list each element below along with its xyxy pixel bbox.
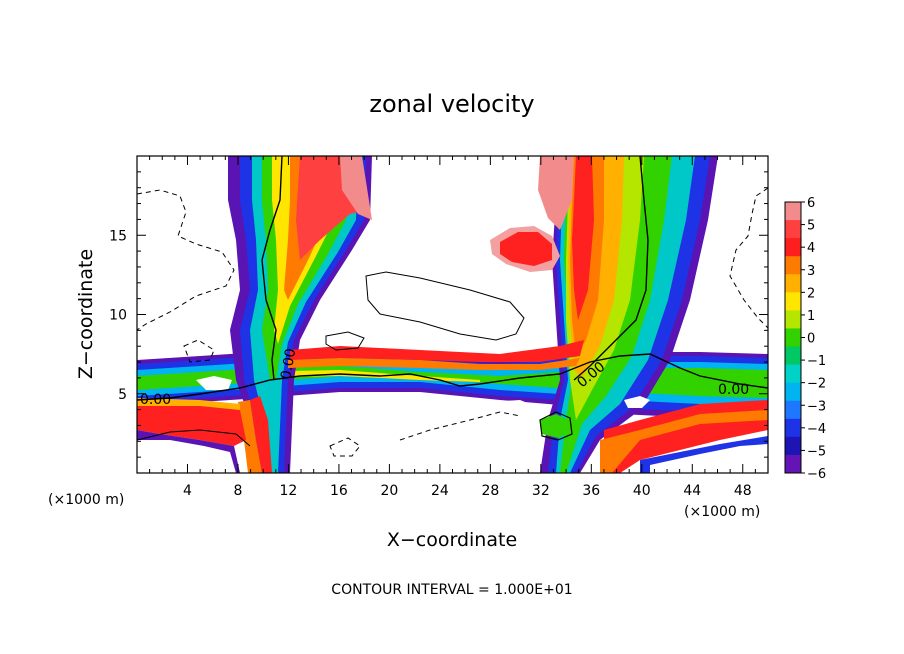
contour-zero-lower (137, 353, 768, 401)
contour-dashed-left (137, 189, 235, 331)
lower-right-orange (600, 410, 768, 473)
plume-right-red (572, 156, 594, 320)
colorbar-label: −2 (807, 377, 826, 392)
colorbar-label: 1 (807, 309, 815, 324)
y-tick-label: 5 (118, 387, 127, 403)
colorbar-swatch (785, 454, 801, 474)
x-tick-label: 4 (183, 483, 192, 499)
plume-right-pink (538, 156, 574, 230)
heatmap-field (137, 156, 768, 473)
colorbar-swatch (785, 364, 801, 384)
contour-label: 0.00 (140, 392, 171, 408)
updraft-blob-inner (500, 232, 552, 266)
x-tick-label: 36 (582, 483, 600, 499)
colorbar-swatch (785, 220, 801, 239)
x-axis-label: X−coordinate (387, 529, 517, 551)
contour-label: 0.00 (278, 347, 299, 380)
colorbar-swatch (785, 436, 801, 456)
x-tick-label: 32 (532, 483, 550, 499)
colorbar-label: 5 (807, 219, 815, 234)
colorbar-label: −4 (807, 422, 826, 437)
colorbar-swatch (785, 328, 801, 348)
x-tick-label: 16 (330, 483, 348, 499)
contour-interval-footer: CONTOUR INTERVAL = 1.000E+01 (331, 582, 572, 598)
colorbar: 6 5 4 3 2 1 0 −1 −2 −3 −4 −5 −6 (784, 196, 826, 482)
right-white-eye (624, 396, 650, 408)
x-tick-label: 20 (380, 483, 398, 499)
x-tick-label: 44 (683, 483, 701, 499)
colorbar-label: −3 (807, 399, 826, 414)
left-white-eye (196, 376, 232, 390)
contour-lower-green (539, 411, 573, 441)
lower-left-orange-tongue (137, 398, 240, 410)
upper-orange-core (288, 358, 580, 370)
contour-dashed-lower-mid (399, 411, 521, 441)
band-lower-yellow (240, 370, 480, 382)
colorbar-swatch (785, 292, 801, 311)
lower-green-blob (540, 414, 570, 438)
contour-positive-blob-a (365, 271, 525, 341)
x-tick-label: 24 (431, 483, 449, 499)
contour-dashed-lower (329, 437, 361, 457)
colorbar-label: −1 (807, 354, 826, 369)
colorbar-label: 4 (807, 241, 815, 256)
contour-dashed-right (729, 187, 768, 329)
colorbar-swatch (785, 238, 801, 257)
lower-left-red-plume (250, 396, 272, 473)
lower-mid-white (298, 400, 540, 466)
lower-left-orange-plume (238, 400, 262, 473)
colorbar-label: 3 (807, 264, 815, 279)
x-unit-right: (×1000 m) (684, 504, 760, 520)
y-tick-label: 15 (109, 228, 127, 244)
x-tick-label: 40 (633, 483, 651, 499)
contour-positive-blob-b (325, 331, 365, 351)
y-tick-label: 10 (109, 308, 127, 324)
colorbar-swatch (785, 274, 801, 293)
colorbar-label: 6 (807, 196, 815, 211)
plume-left-pink (340, 156, 372, 220)
lower-left-white (137, 440, 236, 473)
chart-title: zonal velocity (369, 90, 534, 118)
lower-left-red-tongue (137, 404, 246, 446)
colorbar-swatch (785, 382, 801, 402)
contour-label: 0.00 (718, 382, 749, 398)
upper-red-core (290, 340, 584, 362)
colorbar-label: −5 (807, 444, 826, 459)
colorbar-swatch (785, 418, 801, 438)
x-unit-left: (×1000 m) (48, 492, 124, 508)
contour-dashed-left-small (183, 339, 215, 363)
colorbar-label: −6 (807, 467, 826, 482)
lower-right-white (650, 444, 768, 473)
colorbar-label: 2 (807, 286, 815, 301)
x-tick-label: 28 (481, 483, 499, 499)
colorbar-swatch (785, 256, 801, 275)
colorbar-swatch (785, 310, 801, 329)
contour-zero-left-plume (261, 156, 283, 381)
contour-zero-right-plume (573, 156, 649, 381)
contour-lower-left (137, 429, 251, 447)
colorbar-swatch (785, 202, 801, 221)
colorbar-swatch (785, 346, 801, 366)
colorbar-swatch (785, 400, 801, 420)
x-tick-label: 12 (280, 483, 298, 499)
x-tick-label: 8 (233, 483, 242, 499)
colorbar-label: 0 (807, 332, 815, 347)
x-tick-label: 48 (734, 483, 752, 499)
y-axis-label: Z−coordinate (75, 249, 97, 379)
